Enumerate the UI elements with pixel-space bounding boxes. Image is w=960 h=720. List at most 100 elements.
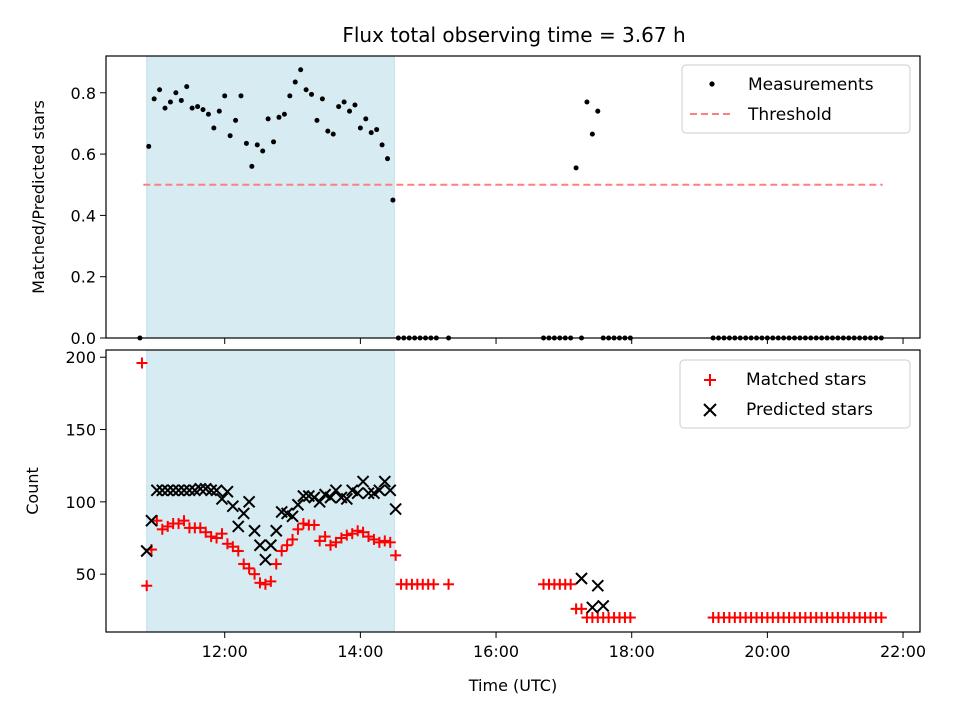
chart-title: Flux total observing time = 3.67 h xyxy=(342,23,685,47)
predicted-stars-point xyxy=(586,601,599,614)
bottom-y-ticks: 50 100 150 200 xyxy=(65,348,106,584)
x-axis-label: Time (UTC) xyxy=(468,676,557,695)
predicted-stars-point xyxy=(194,482,207,496)
top-y-tick-label: 0.8 xyxy=(71,84,96,103)
predicted-stars-point xyxy=(313,495,326,509)
measurements-point xyxy=(254,142,260,148)
predicted-stars-point xyxy=(161,484,174,497)
matched-stars-point xyxy=(276,545,288,557)
matched-stars-point xyxy=(249,568,261,580)
measurements-point xyxy=(363,116,369,122)
predicted-stars-point xyxy=(166,484,180,497)
legend-label-matched: Matched stars xyxy=(746,370,866,390)
predicted-stars-point xyxy=(270,524,283,537)
measurements-point xyxy=(303,87,309,93)
predicted-stars-point xyxy=(237,507,250,520)
measurements-point xyxy=(243,140,249,146)
measurements-point xyxy=(287,93,293,99)
legend-label-threshold: Threshold xyxy=(747,105,832,125)
predicted-stars-point xyxy=(362,486,375,500)
bottom-series-layer xyxy=(136,357,887,624)
predicted-stars-point xyxy=(248,524,261,537)
top-x-ticks xyxy=(224,338,904,344)
matched-stars-point xyxy=(319,531,331,543)
measurements-point xyxy=(265,116,271,122)
x-tick-label: 22:00 xyxy=(880,642,926,661)
measurements-point xyxy=(357,125,363,131)
measurements-point xyxy=(151,96,157,102)
x-tick-label: 16:00 xyxy=(473,642,519,661)
measurements-point xyxy=(325,128,331,134)
measurements-point xyxy=(379,142,385,148)
measurements-point xyxy=(347,108,353,114)
measurements-point xyxy=(271,139,277,145)
predicted-stars-point xyxy=(286,510,299,523)
measurements-point xyxy=(233,117,239,123)
predicted-stars-point xyxy=(597,599,610,613)
matched-stars-point xyxy=(216,528,228,540)
matched-stars-point xyxy=(379,535,391,547)
measurements-point xyxy=(249,163,255,169)
matched-stars-point xyxy=(373,536,385,548)
predicted-stars-point xyxy=(373,484,386,497)
bottom-y-tick-label: 150 xyxy=(65,421,96,440)
matched-stars-point xyxy=(624,612,636,624)
measurements-point xyxy=(157,87,163,93)
measurements-point xyxy=(368,130,374,136)
measurements-point xyxy=(222,93,228,99)
x-tick-label: 18:00 xyxy=(609,642,655,661)
predicted-stars-point xyxy=(183,484,196,497)
measurements-point xyxy=(146,143,152,149)
matched-stars-point xyxy=(292,523,304,535)
matched-stars-point xyxy=(151,515,163,527)
matched-stars-point xyxy=(384,536,396,548)
bottom-legend-box xyxy=(679,359,911,429)
matched-stars-point xyxy=(141,580,153,592)
measurements-point xyxy=(298,67,304,73)
predicted-stars-point xyxy=(221,485,234,498)
top-y-axis-label: Matched/Predicted stars xyxy=(29,100,48,294)
legend-marker-matched xyxy=(704,374,716,386)
matched-stars-point xyxy=(565,578,577,590)
bottom-y-tick-label: 50 xyxy=(76,565,96,584)
predicted-stars-point xyxy=(253,539,267,552)
measurements-point xyxy=(595,108,601,114)
measurements-point xyxy=(195,104,201,110)
predicted-stars-point xyxy=(297,489,310,503)
predicted-stars-point xyxy=(210,484,223,497)
bottom-legend: Matched stars Predicted stars xyxy=(679,359,911,429)
measurements-point xyxy=(341,99,347,105)
measurements-point xyxy=(260,148,266,154)
legend-marker-predicted xyxy=(703,403,717,417)
bottom-x-ticks: 12:00 14:00 16:00 18:00 20:00 22:00 xyxy=(202,632,926,661)
top-legend-box xyxy=(681,64,911,134)
measurements-point xyxy=(178,97,184,103)
matched-stars-point xyxy=(270,558,282,570)
measurements-point xyxy=(276,114,282,120)
matched-stars-point xyxy=(205,531,217,543)
top-y-tick-label: 0.6 xyxy=(71,145,96,164)
top-legend: Measurements Threshold xyxy=(681,64,911,134)
predicted-stars-point xyxy=(226,499,240,513)
legend-label-measurements: Measurements xyxy=(748,75,874,95)
predicted-stars-point xyxy=(172,484,185,497)
bottom-panel: 50 100 150 200 12:00 14:00 16:00 18:00 20:00 22:… xyxy=(23,348,926,695)
measurements-point xyxy=(238,93,244,99)
matched-stars-point xyxy=(390,549,402,561)
measurements-point xyxy=(584,99,590,105)
measurements-point xyxy=(200,107,206,113)
predicted-stars-point xyxy=(156,484,169,497)
matched-stars-point xyxy=(341,529,353,541)
predicted-stars-point xyxy=(378,475,392,488)
top-y-ticks: 0.0 0.2 0.4 0.6 0.8 xyxy=(71,84,106,348)
matched-stars-point xyxy=(232,545,244,557)
measurements-point xyxy=(189,105,195,111)
matched-stars-point xyxy=(178,515,190,527)
predicted-stars-point xyxy=(384,484,397,497)
matched-stars-point xyxy=(287,533,299,545)
matched-stars-point xyxy=(308,519,320,531)
measurements-point xyxy=(292,79,298,85)
measurements-point xyxy=(330,131,336,137)
measurements-point xyxy=(309,91,315,97)
matched-stars-point xyxy=(281,539,293,551)
